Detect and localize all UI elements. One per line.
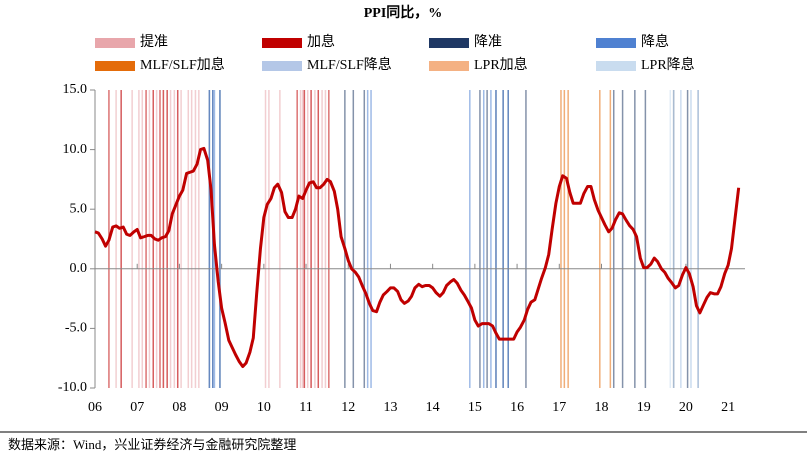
x-tick-label: 10 (257, 400, 271, 415)
legend-label: LPR加息 (474, 56, 528, 73)
y-tick-label: 10.0 (63, 142, 88, 157)
legend-swatch (429, 61, 469, 71)
legend-swatch (95, 38, 135, 48)
x-tick-label: 21 (721, 400, 735, 415)
legend-swatch (596, 61, 636, 71)
x-tick-label: 11 (299, 400, 312, 415)
source-note: 数据来源：Wind，兴业证券经济与金融研究院整理 (8, 437, 296, 452)
x-tick-label: 16 (510, 400, 524, 415)
legend-label: 提准 (140, 34, 168, 50)
legend-swatch (596, 38, 636, 48)
x-tick-label: 06 (88, 400, 102, 415)
legend-swatch (262, 38, 302, 48)
legend-swatch (429, 38, 469, 48)
legend-label: MLF/SLF降息 (307, 56, 392, 73)
x-tick-label: 20 (679, 400, 693, 415)
x-tick-label: 19 (637, 400, 651, 415)
x-tick-label: 17 (552, 400, 566, 415)
y-tick-label: -10.0 (58, 380, 87, 395)
x-tick-label: 14 (426, 400, 440, 415)
x-tick-label: 08 (172, 400, 186, 415)
y-tick-label: 0.0 (70, 261, 88, 276)
x-tick-label: 12 (341, 400, 355, 415)
x-tick-label: 07 (130, 400, 144, 415)
legend-label: 降息 (641, 33, 669, 50)
legend-label: 降准 (474, 34, 502, 50)
y-tick-label: -5.0 (65, 321, 87, 336)
legend-label: 加息 (307, 33, 335, 50)
x-tick-label: 13 (383, 400, 397, 415)
x-tick-label: 18 (594, 400, 608, 415)
legend-swatch (95, 61, 135, 71)
legend-label: MLF/SLF加息 (140, 56, 225, 73)
x-tick-label: 15 (468, 400, 482, 415)
y-tick-label: 15.0 (63, 82, 88, 97)
x-tick-label: 09 (215, 400, 229, 415)
chart-title: PPI同比，% (364, 4, 443, 21)
legend-label: LPR降息 (641, 56, 695, 73)
y-tick-label: 5.0 (70, 201, 88, 216)
legend-swatch (262, 61, 302, 71)
ppi-line (94, 146, 741, 369)
